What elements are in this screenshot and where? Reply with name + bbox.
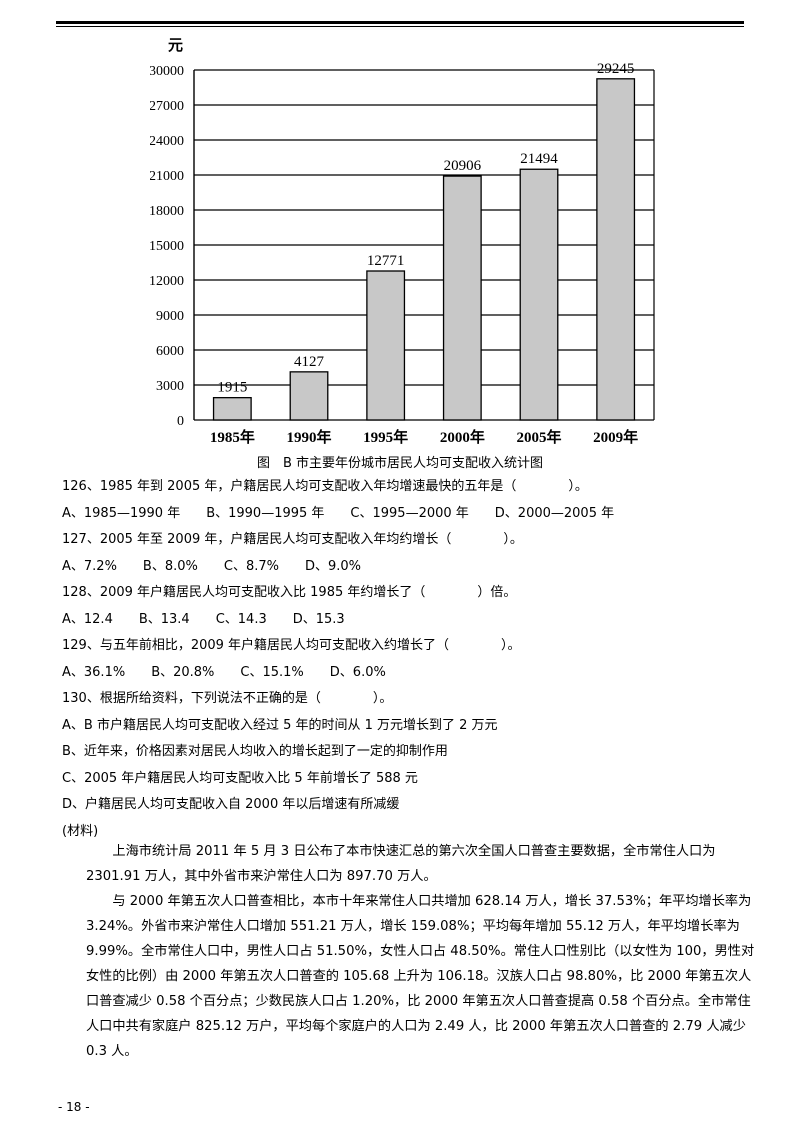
x-tick-label-2000年: 2000年: [440, 428, 485, 446]
chart-data-labels: 1915 4127 12771 20906 21494 29245: [217, 61, 634, 396]
question-130-option-a: A、B 市户籍居民人均可支配收入经过 5 年的时间从 1 万元增长到了 2 万元: [62, 718, 498, 733]
y-tick-label-0: 0: [177, 414, 184, 429]
x-tick-label-2009年: 2009年: [593, 428, 638, 446]
chart-y-tick-labels: 0 3000 6000 9000 12000 15000 18000 21000 24000 27…: [150, 64, 184, 429]
chart-y-axis-label: 元: [168, 37, 183, 54]
question-128-options: A、12.4 B、13.4 C、14.3 D、15.3: [62, 612, 345, 627]
material-label: (材料): [62, 824, 99, 839]
bar-1995年: [366, 270, 406, 421]
question-129-options: A、36.1% B、20.8% C、15.1% D、6.0%: [62, 665, 386, 680]
question-126: 126、1985 年到 2005 年，户籍居民人均可支配收入年均增速最快的五年是…: [62, 479, 588, 494]
y-tick-label-27000: 27000: [150, 99, 184, 114]
chart-caption: 图 B 市主要年份城市居民人均可支配收入统计图: [256, 456, 544, 471]
bar-2005年: [519, 168, 559, 421]
header-rule-thin: [56, 26, 744, 27]
question-128: 128、2009 年户籍居民人均可支配收入比 1985 年约增长了（ ）倍。: [62, 585, 517, 600]
y-tick-label-18000: 18000: [150, 204, 184, 219]
chart-x-tick-labels: 1985年 1990年 1995年 2000年 2005年 2009年: [210, 428, 638, 446]
material-paragraph-1: 上海市统计局 2011 年 5 月 3 日公布了本市快速汇总的第六次全国人口普查…: [86, 839, 758, 889]
bar-2000年: [442, 175, 482, 421]
y-tick-label-3000: 3000: [156, 379, 184, 394]
y-tick-label-21000: 21000: [150, 169, 184, 184]
data-label-2000年: 20906: [444, 158, 482, 174]
data-label-2009年: 29245: [597, 61, 635, 77]
y-tick-label-15000: 15000: [150, 239, 184, 254]
y-tick-label-9000: 9000: [156, 309, 184, 324]
question-127-options: A、7.2% B、8.0% C、8.7% D、9.0%: [62, 559, 362, 574]
question-130-option-b: B、近年来，价格因素对居民人均收入的增长起到了一定的抑制作用: [62, 744, 448, 759]
chart-bars: [212, 78, 636, 421]
y-tick-label-30000: 30000: [150, 64, 184, 79]
header-rule-thick: [56, 21, 744, 24]
material-paragraph-2: 与 2000 年第五次人口普查相比，本市十年来常住人口共增加 628.14 万人…: [86, 889, 758, 1064]
x-tick-label-1985年: 1985年: [210, 428, 255, 446]
question-130: 130、根据所给资料，下列说法不正确的是（ ）。: [62, 691, 393, 706]
data-label-1995年: 12771: [367, 253, 405, 269]
material-p2-text: 与 2000 年第五次人口普查相比，本市十年来常住人口共增加 628.14 万人…: [86, 894, 755, 1059]
question-130-option-c: C、2005 年户籍居民人均可支配收入比 5 年前增长了 588 元: [62, 771, 418, 786]
question-130-option-d: D、户籍居民人均可支配收入自 2000 年以后增速有所减缓: [62, 797, 400, 812]
x-tick-label-2005年: 2005年: [516, 428, 561, 446]
data-label-1990年: 4127: [294, 354, 325, 370]
y-tick-label-6000: 6000: [156, 344, 184, 359]
question-129: 129、与五年前相比，2009 年户籍居民人均可支配收入约增长了（ ）。: [62, 638, 521, 653]
question-126-options: A、1985—1990 年 B、1990—1995 年 C、1995—2000 …: [62, 506, 615, 521]
page-number: - 18 -: [58, 1100, 90, 1114]
data-label-2005年: 21494: [520, 151, 558, 167]
chart-gridlines: [193, 69, 655, 421]
data-label-1985年: 1915: [217, 380, 247, 396]
x-tick-label-1995年: 1995年: [363, 428, 408, 446]
question-127: 127、2005 年至 2009 年，户籍居民人均可支配收入年均约增长（ ）。: [62, 532, 523, 547]
bar-1990年: [289, 371, 329, 421]
y-tick-label-12000: 12000: [150, 274, 184, 289]
x-tick-label-1990年: 1990年: [286, 428, 331, 446]
material-p1-text: 上海市统计局 2011 年 5 月 3 日公布了本市快速汇总的第六次全国人口普查…: [86, 844, 716, 884]
income-bar-chart: 1915 4127 12771 20906 21494 29245 0 3000 6000 90…: [150, 37, 655, 446]
y-tick-label-24000: 24000: [150, 134, 184, 149]
bar-1985年: [212, 397, 252, 421]
bar-2009年: [596, 78, 636, 421]
